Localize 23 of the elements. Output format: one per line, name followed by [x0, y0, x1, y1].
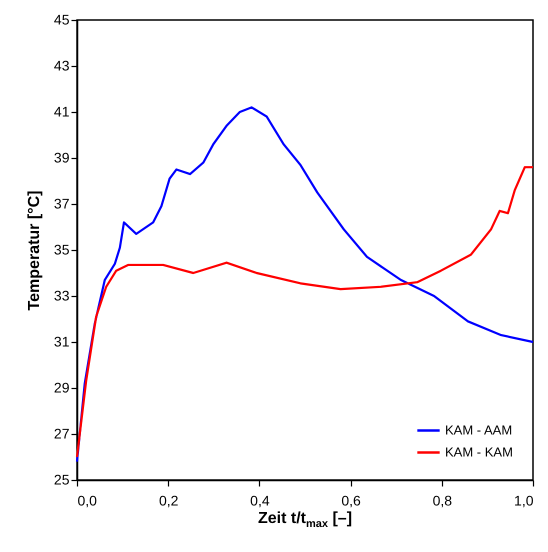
x-tick-label: 0,8 [432, 492, 452, 508]
x-tick-label: 0,4 [250, 492, 270, 508]
y-tick-label: 35 [54, 242, 70, 258]
line-series [76, 106, 534, 463]
x-tick-label: 0,6 [341, 492, 362, 508]
x-axis-title: Zeit t/t$_{max}$ [–] [256, 510, 354, 530]
y-tick-label: 31 [54, 334, 70, 350]
y-tick-label: 27 [54, 426, 70, 442]
y-tick-label: 39 [54, 150, 70, 166]
y-tick-label: 37 [54, 196, 70, 212]
x-tick-label: 0,2 [158, 492, 179, 508]
x-tick-label: 1,0 [514, 492, 534, 508]
line-series [76, 166, 534, 458]
y-axis-title: Temperatur [°C] [26, 190, 43, 310]
legend-label: KAM - AAM [445, 422, 512, 438]
legend-label: KAM - KAM [445, 444, 513, 460]
x-tick-label: 0,0 [78, 492, 98, 508]
y-tick-label: 33 [54, 288, 70, 304]
y-tick-label: 41 [54, 104, 70, 120]
y-tick-label: 25 [54, 472, 70, 488]
y-tick-label: 45 [54, 12, 70, 28]
y-tick-label: 29 [54, 380, 70, 396]
y-tick-label: 43 [54, 58, 70, 74]
